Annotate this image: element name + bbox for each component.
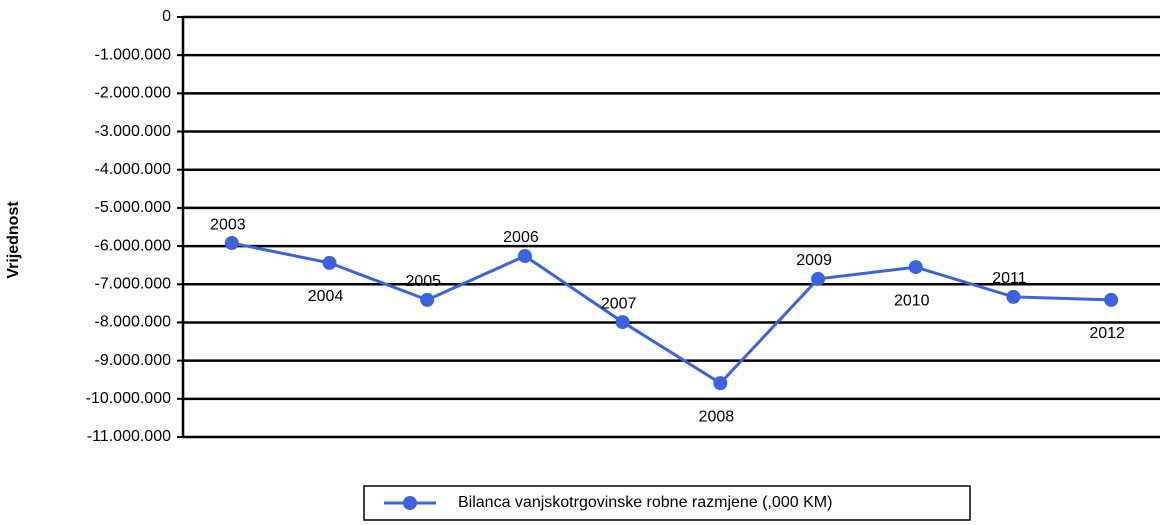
y-tick-label: -5.000.000 — [94, 199, 171, 216]
data-label: 2009 — [796, 252, 832, 269]
data-label: 2006 — [503, 229, 539, 246]
data-point — [224, 236, 239, 251]
legend-box — [363, 485, 971, 521]
data-point — [713, 376, 728, 391]
data-label: 2007 — [601, 295, 637, 312]
data-point — [420, 292, 435, 307]
data-point — [517, 249, 532, 264]
data-label: 2008 — [699, 408, 735, 425]
data-point — [1006, 289, 1021, 304]
y-tick-label: -8.000.000 — [94, 314, 171, 331]
data-label: 2010 — [894, 292, 930, 309]
data-point — [811, 271, 826, 286]
legend-marker — [403, 496, 417, 510]
y-tick-label: -7.000.000 — [94, 275, 171, 292]
y-tick-label: -4.000.000 — [94, 161, 171, 178]
y-tick-label: -1.000.000 — [94, 46, 171, 63]
y-tick-label: 0 — [162, 8, 171, 25]
data-point — [322, 255, 337, 270]
data-point — [908, 260, 923, 275]
data-label: 2012 — [1089, 325, 1125, 342]
data-label: 2003 — [210, 216, 246, 233]
y-axis-label: Vrijednost — [5, 201, 22, 279]
y-tick-label: -6.000.000 — [94, 237, 171, 254]
data-label: 2004 — [308, 288, 344, 305]
y-tick-label: -11.000.000 — [87, 428, 171, 445]
data-label: 2011 — [992, 270, 1027, 287]
data-point — [615, 315, 630, 330]
y-tick-label: -3.000.000 — [94, 123, 171, 140]
y-tick-label: -2.000.000 — [94, 85, 171, 102]
data-point — [1104, 292, 1119, 307]
y-tick-label: -9.000.000 — [94, 352, 171, 369]
data-label: 2005 — [405, 273, 441, 290]
legend-label: Bilanca vanjskotrgovinske robne razmjene… — [458, 494, 832, 511]
series-line — [231, 241, 1112, 386]
y-tick-label: -10.000.000 — [86, 390, 172, 407]
